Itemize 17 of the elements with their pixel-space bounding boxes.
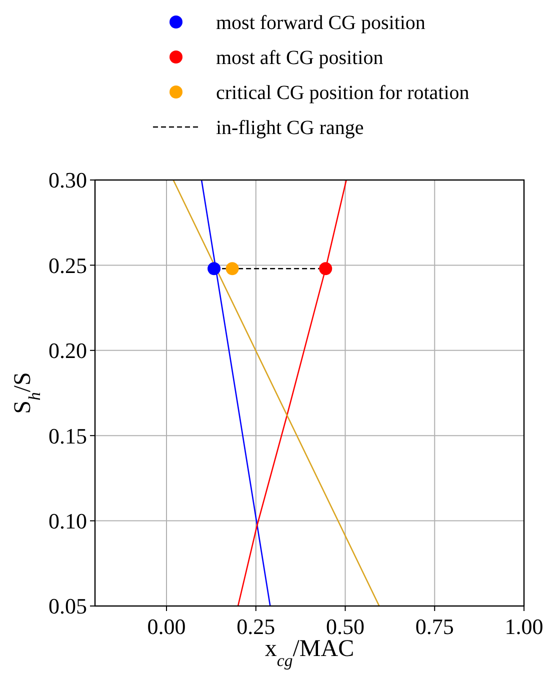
x-axis-title: x$_{cg}$/MAC xyxy=(264,636,354,670)
y-tick-label: 0.10 xyxy=(48,508,87,534)
x-tick-label: 0.25 xyxy=(236,614,276,639)
line-series xyxy=(237,180,347,606)
legend-label: most forward CG position xyxy=(216,12,426,34)
y-tick-label: 0.30 xyxy=(48,168,87,193)
x-tick-label: 1.00 xyxy=(504,614,544,639)
legend-label: most aft CG position xyxy=(216,47,384,69)
legend-label: critical CG position for rotation xyxy=(216,82,470,104)
y-tick-label: 0.20 xyxy=(48,338,87,364)
legend-label: in-flight CG range xyxy=(216,117,364,139)
x-tick-label: 0.75 xyxy=(415,614,454,639)
y-tick-label: 0.15 xyxy=(48,423,87,448)
x-tick-label: 0.00 xyxy=(147,614,186,639)
y-tick-label: 0.05 xyxy=(48,594,87,619)
y-tick-label: 0.25 xyxy=(48,252,87,278)
x-tick-label: 0.50 xyxy=(326,614,364,639)
